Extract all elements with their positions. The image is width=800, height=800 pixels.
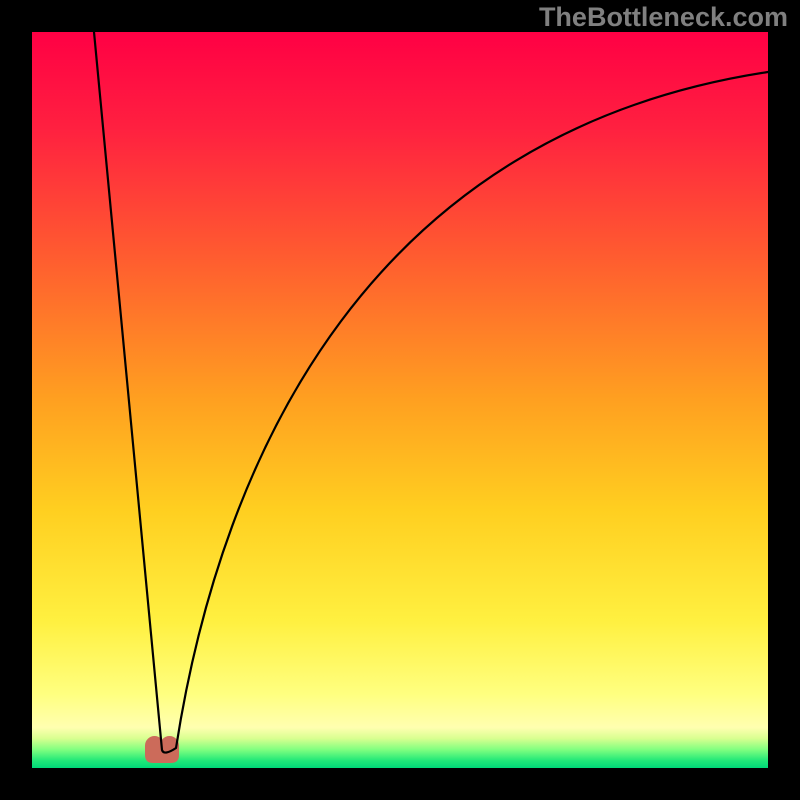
plot-area (32, 32, 768, 768)
bottleneck-chart (32, 32, 768, 768)
watermark-text: TheBottleneck.com (539, 2, 788, 33)
chart-frame: TheBottleneck.com (0, 0, 800, 800)
gradient-background (32, 32, 768, 768)
